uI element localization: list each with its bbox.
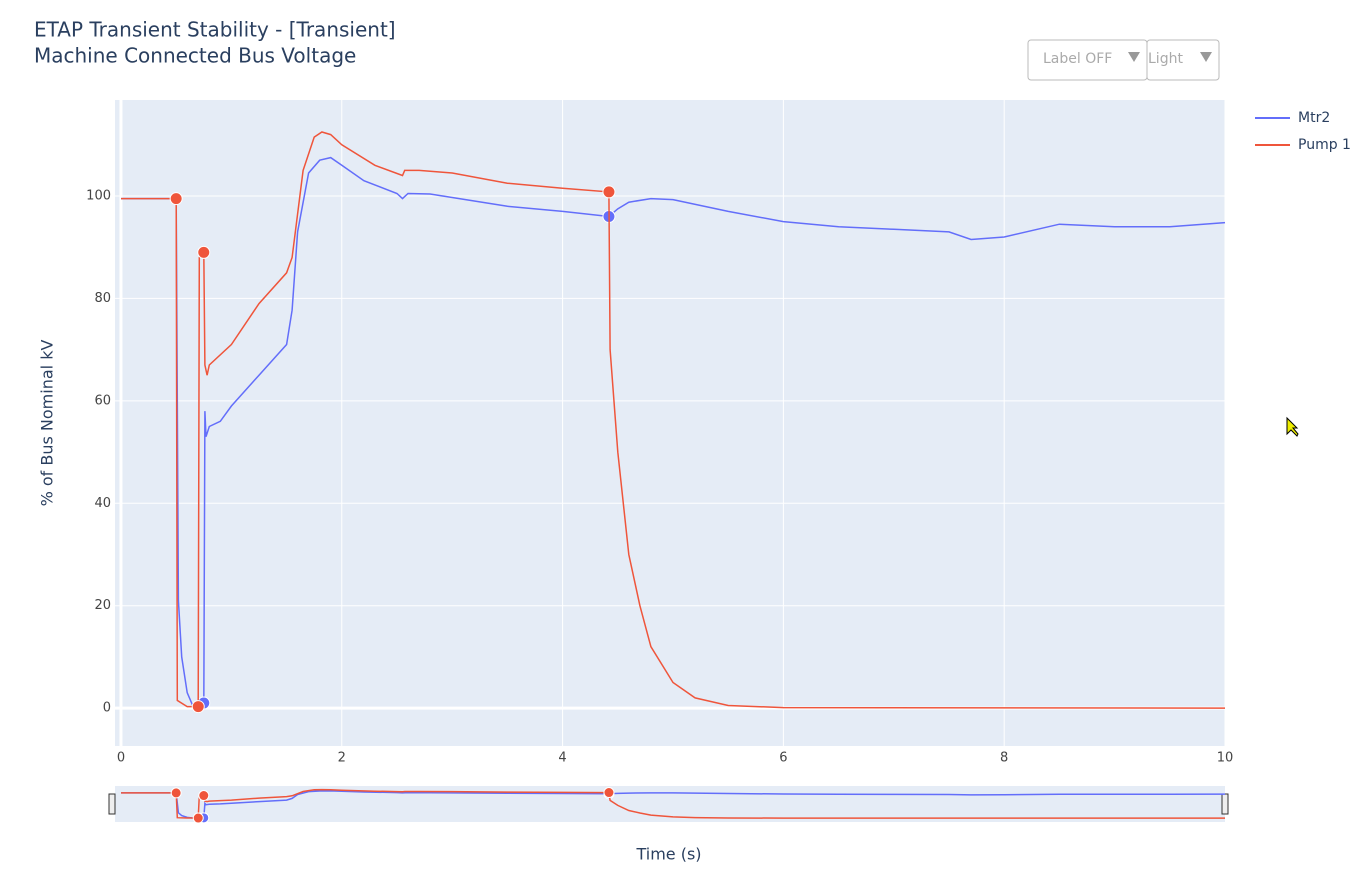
dropdown-arrow	[1200, 52, 1212, 62]
slider-line	[121, 790, 1226, 819]
dropdown-label[interactable]: Label OFF	[1043, 51, 1112, 67]
range-handle[interactable]	[1221, 793, 1229, 815]
range-handle[interactable]	[108, 793, 116, 815]
chart-subtitle: Machine Connected Bus Voltage	[34, 44, 356, 68]
series-line-marker	[169, 192, 183, 206]
y-tick-label: 0	[103, 701, 111, 716]
cursor	[1286, 416, 1299, 437]
y-tick-label: 100	[86, 189, 111, 204]
slider-line-marker	[170, 787, 182, 799]
series-line-marker	[602, 185, 616, 199]
y-tick-label: 80	[94, 291, 111, 306]
slider-line-marker	[192, 812, 204, 824]
y-tick-label: 40	[94, 496, 111, 511]
chart-title: ETAP Transient Stability - [Transient]	[34, 18, 396, 42]
x-tick-label: 10	[1217, 751, 1234, 766]
legend-label: Mtr2	[1298, 110, 1330, 126]
y-tick-label: 20	[94, 598, 111, 613]
y-tick-label: 60	[94, 393, 111, 408]
slider-line-marker	[603, 787, 615, 799]
series-line-marker	[197, 245, 211, 259]
x-tick-label: 2	[338, 751, 346, 766]
plot-area	[115, 100, 1225, 746]
x-tick-label: 4	[558, 751, 566, 766]
x-tick-label: 0	[117, 751, 125, 766]
slider-line-marker	[198, 790, 210, 802]
series-line	[121, 156, 1226, 707]
y-axis-title: % of Bus Nominal kV	[38, 340, 57, 507]
x-axis-title: Time (s)	[635, 845, 701, 864]
x-tick-label: 6	[779, 751, 787, 766]
dropdown-arrow	[1128, 52, 1140, 62]
dropdown[interactable]	[1146, 39, 1220, 81]
dropdown-label[interactable]: Light	[1148, 51, 1183, 67]
series-line-marker	[191, 700, 205, 714]
x-tick-label: 8	[1000, 751, 1008, 766]
legend-label: Pump 1	[1298, 137, 1351, 153]
